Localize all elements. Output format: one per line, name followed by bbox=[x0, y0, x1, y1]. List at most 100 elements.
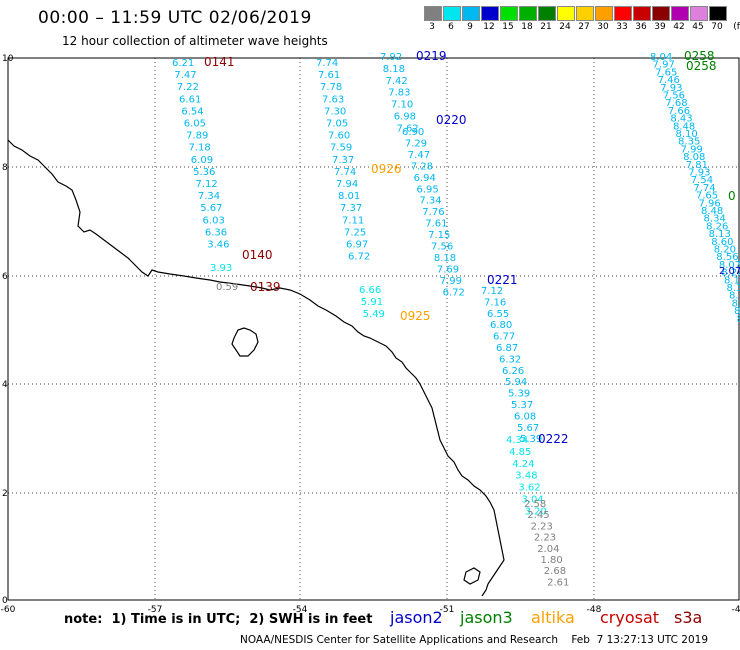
colorbar-swatch bbox=[709, 6, 727, 21]
x-tick-label: -60 bbox=[1, 605, 16, 615]
track-time-label: 0141 bbox=[204, 55, 235, 69]
colorbar-swatch bbox=[671, 6, 689, 21]
swh-value: 7.37 bbox=[332, 155, 354, 166]
swh-value: 8.15 bbox=[732, 298, 740, 309]
colorbar-swatch bbox=[500, 6, 518, 21]
track-time-label: 2.07 bbox=[719, 266, 740, 277]
swh-value: 5.67 bbox=[200, 203, 222, 214]
colorbar-label: 27 bbox=[578, 22, 590, 32]
swh-value: 6.32 bbox=[499, 354, 521, 365]
swh-value: 7.81 bbox=[686, 160, 708, 171]
swh-value: 6.05 bbox=[184, 119, 206, 130]
track-time-label: 0926 bbox=[371, 162, 402, 176]
y-tick-label: 4 bbox=[2, 380, 8, 390]
swh-value: 7.68 bbox=[665, 98, 687, 109]
swh-value: 6.61 bbox=[179, 94, 201, 105]
swh-value: 7.46 bbox=[658, 75, 680, 86]
swh-value: 8.56 bbox=[716, 252, 738, 263]
island-coastline-small bbox=[463, 567, 481, 585]
track-time-label: 0925 bbox=[400, 309, 431, 323]
colorbar-label: 45 bbox=[692, 22, 704, 32]
x-tick-label: -57 bbox=[148, 605, 163, 615]
swh-value: 7.34 bbox=[198, 191, 220, 202]
swh-value: 7.05 bbox=[326, 119, 348, 130]
swh-value: 7.12 bbox=[196, 179, 218, 190]
swh-value: 6.36 bbox=[205, 227, 227, 238]
colorbar-label: 9 bbox=[467, 22, 473, 32]
legend-jason2: jason2 bbox=[390, 608, 443, 627]
colorbar-swatch bbox=[538, 6, 556, 21]
swh-value: 7.69 bbox=[437, 264, 459, 275]
swh-value: 8.22 bbox=[721, 268, 740, 279]
swh-value: 8.36 bbox=[727, 283, 740, 294]
colorbar-swatch bbox=[557, 6, 575, 21]
swh-value: 7.99 bbox=[681, 144, 703, 155]
x-tick-label: -48 bbox=[587, 605, 602, 615]
swh-value: 7.97 bbox=[653, 60, 675, 71]
legend-altika: altika bbox=[531, 608, 575, 627]
swh-value: 6.87 bbox=[496, 343, 518, 354]
swh-value: 4.34 bbox=[506, 435, 528, 446]
swh-value: 7.61 bbox=[318, 70, 340, 81]
colorbar-swatch bbox=[652, 6, 670, 21]
altimeter-tracks: 6.217.477.226.616.546.057.897.186.095.36… bbox=[172, 49, 740, 588]
colorbar-label: 70 bbox=[711, 22, 723, 32]
swh-value: 8.43 bbox=[670, 114, 692, 125]
swh-value: 5.36 bbox=[193, 167, 215, 178]
swh-value: 7.10 bbox=[391, 100, 413, 111]
swh-value: 7.83 bbox=[388, 88, 410, 99]
swh-value: 6.72 bbox=[348, 252, 370, 263]
swh-value: 7.16 bbox=[484, 297, 506, 308]
coastline bbox=[7, 139, 505, 597]
swh-value: 7.94 bbox=[336, 179, 358, 190]
y-tick-label: 6 bbox=[2, 272, 8, 282]
swh-value: 5.37 bbox=[511, 400, 533, 411]
swh-value: 7.76 bbox=[422, 207, 444, 218]
colorbar-label: 39 bbox=[654, 22, 666, 32]
colorbar-swatch bbox=[595, 6, 613, 21]
swh-value: 7.15 bbox=[428, 230, 450, 241]
credit-line: NOAA/NESDIS Center for Satellite Applica… bbox=[240, 634, 708, 646]
swh-value: 8.18 bbox=[383, 64, 405, 75]
swh-value: 8.00 bbox=[737, 314, 740, 325]
swh-value: 2.58 bbox=[524, 499, 546, 510]
swh-value: 7.66 bbox=[668, 106, 690, 117]
colorbar-swatch bbox=[481, 6, 499, 21]
map-frame bbox=[7, 57, 740, 601]
swh-value: 8.02 bbox=[734, 306, 740, 317]
swh-value: 2.68 bbox=[544, 566, 566, 577]
colorbar-label: 36 bbox=[635, 22, 647, 32]
swh-value: 7.65 bbox=[655, 67, 677, 78]
swh-value: 6.90 bbox=[402, 127, 424, 138]
swh-value: 8.34 bbox=[704, 214, 726, 225]
swh-value: 6.77 bbox=[493, 332, 515, 343]
swh-value: 7.54 bbox=[691, 175, 713, 186]
swh-value: 7.12 bbox=[481, 286, 503, 297]
swh-value: 7.93 bbox=[688, 168, 710, 179]
swh-value: 7.59 bbox=[330, 143, 352, 154]
swh-value: 6.80 bbox=[490, 320, 512, 331]
swh-value: 4.85 bbox=[509, 447, 531, 458]
swh-value: 5.91 bbox=[361, 297, 383, 308]
colorbar-swatch bbox=[443, 6, 461, 21]
swh-value: 7.47 bbox=[408, 150, 430, 161]
track-time-label: 0220 bbox=[436, 113, 467, 127]
colorbar-swatch bbox=[576, 6, 594, 21]
lat-lon-grid: -60 -57 -54 -51 -48 -45 10 8 6 4 2 0 bbox=[1, 54, 740, 615]
swh-value: 5.94 bbox=[505, 377, 527, 388]
swh-value: 7.63 bbox=[322, 94, 344, 105]
colorbar-label: 30 bbox=[597, 22, 609, 32]
swh-value: 3.04 bbox=[522, 495, 544, 506]
colorbar-label: 18 bbox=[521, 22, 533, 32]
track-time-label: 0139 bbox=[250, 280, 281, 294]
swh-value: 0.59 bbox=[216, 282, 238, 293]
swh-value: 7.25 bbox=[344, 227, 366, 238]
swh-value: 5.67 bbox=[517, 423, 539, 434]
y-tick-label: 0 bbox=[2, 596, 8, 606]
swh-value: 3.62 bbox=[518, 483, 540, 494]
track-time-label: 0 bbox=[728, 189, 736, 203]
swh-value: 7.74 bbox=[316, 58, 338, 69]
swh-value: 3.48 bbox=[515, 471, 537, 482]
swh-value: 6.97 bbox=[346, 240, 368, 251]
colorbar-label: 6 bbox=[448, 22, 454, 32]
